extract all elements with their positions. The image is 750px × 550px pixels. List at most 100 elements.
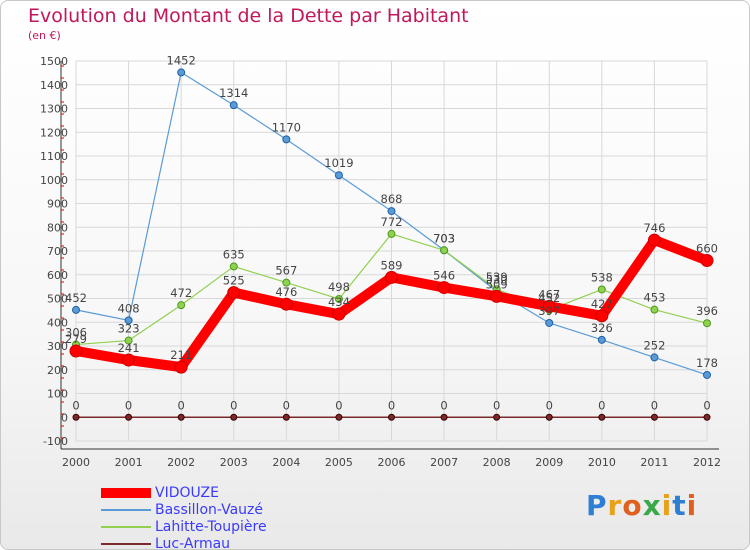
- legend-label: Bassillon-Vauzé: [155, 502, 264, 518]
- legend-swatch: [101, 509, 151, 511]
- data-point: [493, 413, 501, 421]
- data-point: [387, 229, 396, 238]
- data-label: 538: [591, 270, 613, 284]
- data-label: 772: [381, 215, 403, 229]
- y-tick-label: 800: [47, 221, 68, 234]
- data-point: [545, 413, 553, 421]
- data-label: 746: [643, 221, 665, 235]
- data-point: [332, 307, 346, 321]
- data-label: 434: [328, 295, 350, 309]
- x-tick-label: 2005: [325, 456, 353, 469]
- x-tick-label: 2011: [640, 456, 668, 469]
- data-label: 509: [486, 277, 508, 291]
- data-point: [124, 336, 133, 345]
- x-tick-label: 2001: [115, 456, 143, 469]
- data-point: [650, 413, 658, 421]
- data-point: [174, 360, 188, 374]
- data-label: 0: [651, 398, 658, 412]
- legend-swatch: [101, 488, 151, 498]
- data-label: 589: [381, 258, 403, 272]
- legend-label: VIDOUZE: [155, 485, 219, 501]
- data-point: [177, 301, 186, 310]
- data-point: [334, 294, 343, 303]
- data-point: [282, 135, 291, 144]
- data-label: 452: [65, 291, 87, 305]
- data-label: 0: [440, 398, 447, 412]
- data-point: [229, 262, 238, 271]
- data-point: [230, 413, 238, 421]
- data-point: [703, 413, 711, 421]
- data-label: 326: [591, 321, 613, 335]
- data-point: [385, 270, 398, 284]
- y-tick-label: -100: [43, 435, 68, 448]
- data-point: [650, 305, 659, 314]
- y-tick-label: 400: [47, 316, 68, 329]
- x-tick-label: 2004: [272, 456, 300, 469]
- data-label: 323: [118, 322, 140, 336]
- data-label: 0: [598, 398, 605, 412]
- data-label: 427: [591, 297, 613, 311]
- data-point: [490, 289, 504, 303]
- data-point: [387, 207, 396, 216]
- data-label: 306: [65, 326, 87, 340]
- data-point: [334, 171, 343, 180]
- y-tick-label: 900: [47, 198, 68, 211]
- data-point: [122, 353, 136, 367]
- data-label: 467: [538, 287, 560, 301]
- y-axis-unit: (en €): [28, 29, 61, 42]
- data-label: 476: [275, 285, 297, 299]
- x-tick-label: 2012: [693, 456, 721, 469]
- data-point: [69, 344, 83, 358]
- data-label: 396: [696, 304, 718, 318]
- data-point: [125, 413, 133, 421]
- y-tick-label: 0: [61, 411, 68, 424]
- data-label: 0: [230, 398, 237, 412]
- data-point: [647, 233, 661, 247]
- data-label: 279: [65, 332, 87, 346]
- data-point: [597, 285, 606, 294]
- proxiti-logo: Proxiti: [586, 489, 698, 522]
- legend-label: Luc-Armau: [155, 536, 231, 550]
- data-point: [440, 246, 449, 255]
- y-tick-label: 1100: [40, 150, 68, 163]
- data-point: [703, 370, 711, 379]
- data-point: [279, 297, 293, 311]
- legend-label: Lahitte-Toupière: [155, 519, 267, 535]
- data-label: 0: [388, 398, 395, 412]
- x-tick-label: 2003: [220, 456, 248, 469]
- data-label: 498: [328, 280, 350, 294]
- data-point: [542, 299, 556, 313]
- data-label: 1314: [219, 86, 248, 100]
- y-tick-label: 1200: [40, 126, 68, 139]
- data-point: [598, 413, 606, 421]
- chart-title: Evolution du Montant de la Dette par Hab…: [28, 5, 469, 27]
- data-label: 472: [170, 286, 192, 300]
- data-label: 452: [538, 291, 560, 305]
- data-label: 0: [493, 398, 500, 412]
- data-label: 1452: [167, 53, 196, 67]
- x-tick-label: 2002: [167, 456, 195, 469]
- data-label: 1170: [272, 120, 301, 134]
- data-point: [595, 309, 609, 323]
- data-point: [124, 316, 133, 325]
- data-point: [335, 413, 343, 421]
- data-label: 0: [283, 398, 290, 412]
- x-tick-label: 2010: [588, 456, 616, 469]
- legend-swatch: [101, 526, 151, 528]
- data-point: [388, 413, 395, 421]
- legend-swatch: [101, 543, 151, 545]
- data-point: [597, 335, 606, 344]
- data-label: 525: [223, 274, 245, 288]
- x-tick-label: 2006: [378, 456, 406, 469]
- x-tick-label: 2007: [430, 456, 458, 469]
- x-tick-label: 2009: [535, 456, 563, 469]
- y-tick-label: 1000: [40, 174, 68, 187]
- data-point: [72, 305, 80, 314]
- y-tick-label: 700: [47, 245, 68, 258]
- data-label: 0: [72, 398, 79, 412]
- data-point: [229, 101, 238, 110]
- data-label: 703: [433, 231, 455, 245]
- data-label: 178: [696, 356, 718, 370]
